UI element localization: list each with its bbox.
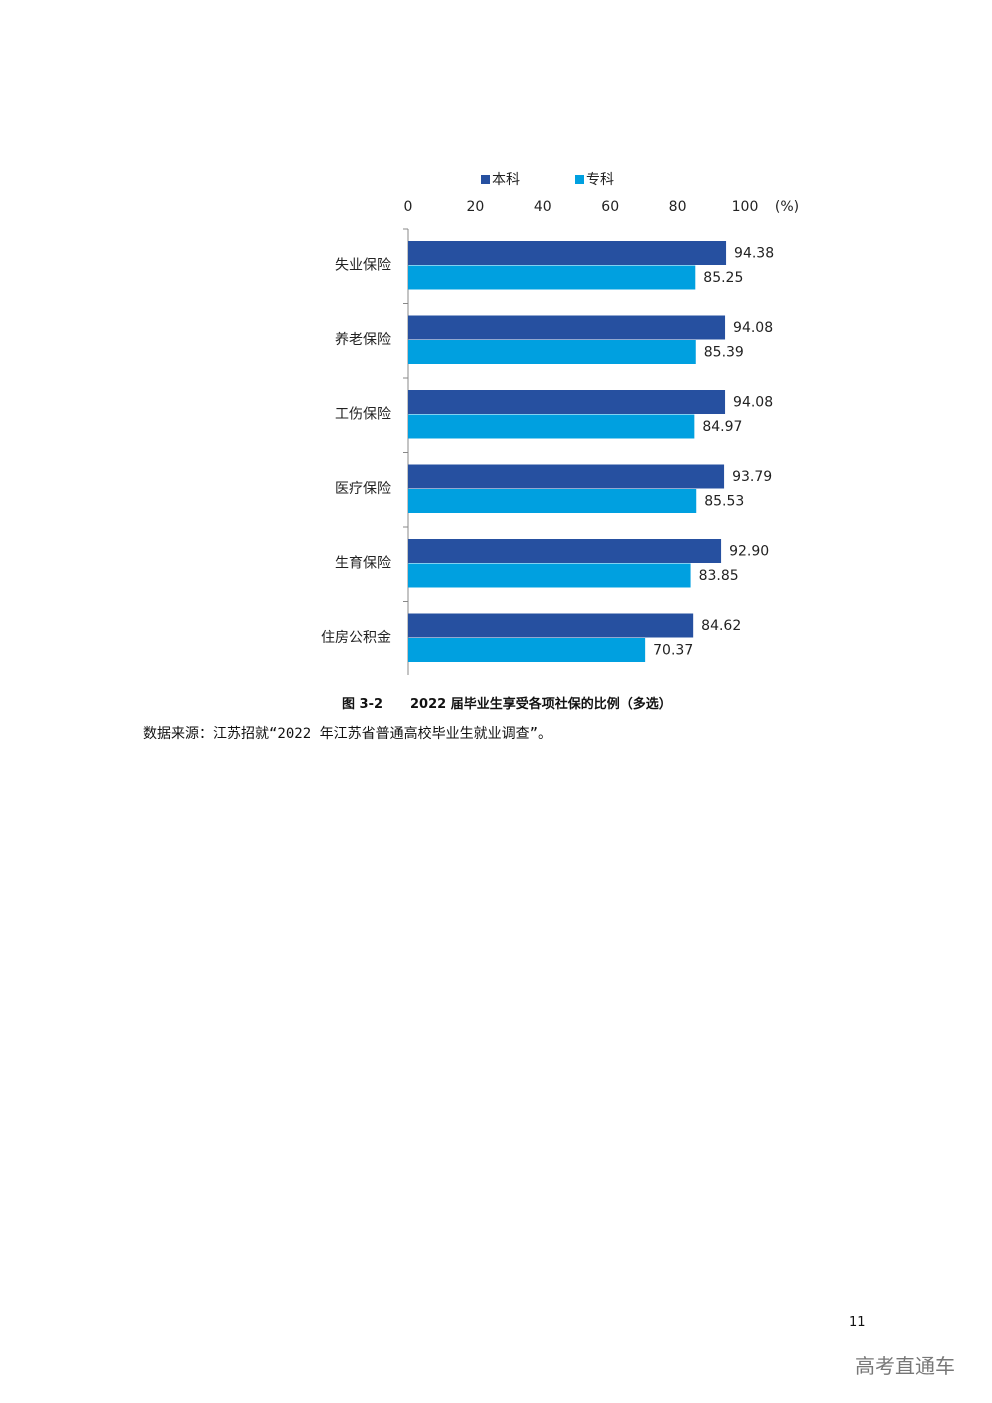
value-label: 70.37 [653, 642, 693, 658]
value-label: 93.79 [732, 469, 772, 485]
bar [408, 489, 697, 513]
source: 数据来源：江苏招就“2022 年江苏省普通高校毕业生就业调查”。 [143, 726, 552, 742]
bar [408, 638, 646, 662]
legend-swatch [481, 175, 490, 184]
value-label: 92.90 [729, 543, 769, 559]
page-number: 11 [849, 1315, 866, 1330]
value-label: 85.53 [704, 493, 744, 509]
legend-swatch [575, 175, 584, 184]
watermark: 高考直通车 [855, 1354, 955, 1378]
value-label: 83.85 [699, 568, 739, 584]
x-tick-label: 60 [601, 199, 619, 215]
x-tick-label: 100 [732, 199, 759, 215]
caption-text: 2022 届毕业生享受各项社保的比例（多选） [410, 697, 672, 712]
category-label: 生育保险 [335, 556, 391, 572]
legend-label: 本科 [492, 172, 520, 188]
x-tick-label: 20 [466, 199, 484, 215]
bar [408, 613, 694, 638]
legend-label: 专科 [586, 172, 614, 188]
value-label: 94.08 [733, 394, 773, 410]
bar [408, 414, 695, 439]
value-label: 84.97 [702, 419, 742, 435]
x-unit: (%) [775, 199, 799, 215]
x-tick-label: 40 [534, 199, 552, 215]
caption-number: 图 3-2 [342, 697, 384, 712]
bar [408, 265, 696, 290]
value-label: 85.25 [703, 270, 743, 286]
bar [408, 315, 726, 340]
bar [408, 241, 727, 265]
category-label: 住房公积金 [321, 630, 391, 646]
value-label: 85.39 [704, 344, 744, 360]
bar [408, 340, 696, 364]
bar [408, 563, 691, 588]
bar [408, 464, 725, 489]
value-label: 84.62 [701, 618, 741, 634]
x-tick-label: 80 [669, 199, 687, 215]
bar [408, 539, 722, 563]
value-label: 94.38 [734, 245, 774, 261]
category-label: 工伤保险 [335, 407, 391, 423]
bar [408, 390, 726, 414]
x-tick-label: 0 [404, 199, 413, 215]
category-label: 医疗保险 [335, 481, 391, 497]
category-label: 失业保险 [335, 258, 391, 274]
category-label: 养老保险 [335, 332, 391, 348]
value-label: 94.08 [733, 320, 773, 336]
